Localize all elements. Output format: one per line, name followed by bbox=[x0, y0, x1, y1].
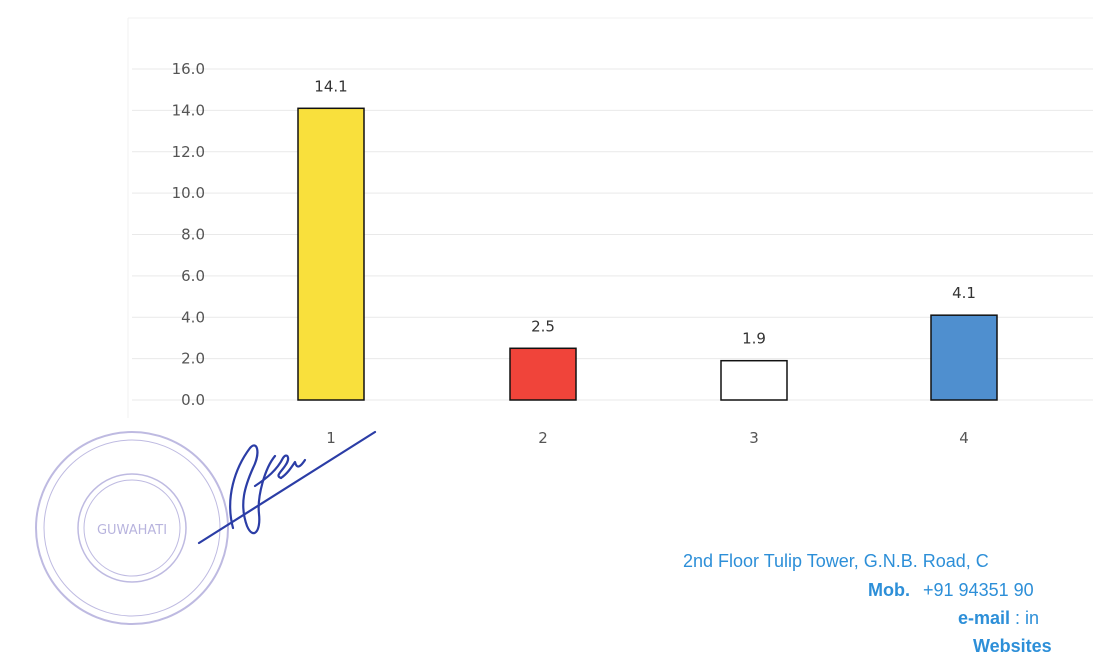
y-tick-label: 4.0 bbox=[181, 308, 205, 326]
company-seal: GUWAHATI bbox=[35, 431, 229, 625]
data-label-3: 1.9 bbox=[742, 330, 766, 348]
bars bbox=[297, 107, 998, 401]
y-tick-label: 2.0 bbox=[181, 350, 205, 368]
websites-label: Websites bbox=[973, 636, 1052, 652]
y-tick-label: 16.0 bbox=[172, 60, 205, 78]
gridlines bbox=[132, 68, 1093, 401]
footer-address: 2nd Floor Tulip Tower, G.N.B. Road, C bbox=[683, 551, 989, 571]
category-label-2: 2 bbox=[538, 429, 548, 447]
y-tick-label: 8.0 bbox=[181, 226, 205, 244]
bar-4 bbox=[930, 314, 998, 401]
mob-label: Mob. bbox=[868, 580, 910, 600]
y-tick-label: 10.0 bbox=[172, 184, 205, 202]
email-label: e-mail bbox=[958, 608, 1011, 628]
footer-email: e-mail : in bbox=[958, 608, 1039, 629]
letterhead-footer: 2nd Floor Tulip Tower, G.N.B. Road, C Mo… bbox=[0, 548, 1093, 652]
y-tick-label: 12.0 bbox=[172, 143, 205, 161]
mob-value: +91 94351 90 bbox=[923, 580, 1034, 600]
category-label-4: 4 bbox=[959, 429, 969, 447]
footer-websites: Websites bbox=[973, 636, 1052, 652]
data-label-4: 4.1 bbox=[952, 284, 976, 302]
svg-text:GUWAHATI: GUWAHATI bbox=[97, 523, 167, 538]
email-value: : in bbox=[1015, 608, 1040, 628]
y-tick-label: 6.0 bbox=[181, 267, 205, 285]
bar-3 bbox=[720, 359, 788, 401]
category-label-1: 1 bbox=[326, 429, 336, 447]
signature bbox=[197, 430, 377, 545]
y-axis-ticks: 0.0 2.0 4.0 6.0 8.0 10.0 12.0 14.0 16.0 bbox=[172, 60, 205, 409]
data-label-1: 14.1 bbox=[314, 77, 347, 95]
data-label-2: 2.5 bbox=[531, 317, 555, 335]
y-tick-label: 0.0 bbox=[181, 391, 205, 409]
bar-2 bbox=[509, 347, 577, 401]
bar-1 bbox=[297, 107, 365, 401]
category-label-3: 3 bbox=[749, 429, 759, 447]
y-tick-label: 14.0 bbox=[172, 101, 205, 119]
footer-mobile: Mob. +91 94351 90 bbox=[868, 580, 1034, 601]
data-labels: 14.1 2.5 1.9 4.1 bbox=[314, 77, 976, 347]
x-axis-categories: 1 2 3 4 bbox=[326, 429, 969, 447]
